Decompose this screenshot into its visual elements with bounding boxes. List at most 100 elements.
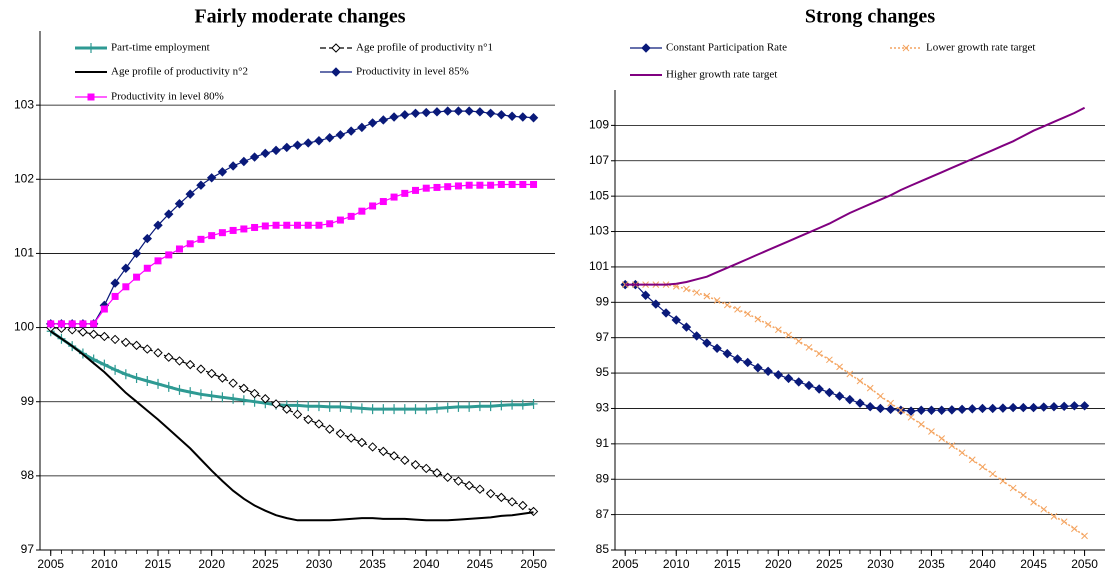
marker <box>897 406 905 414</box>
marker <box>122 283 130 291</box>
marker <box>453 476 464 486</box>
marker <box>314 401 323 412</box>
x-tick-label: 2030 <box>867 557 894 571</box>
marker <box>773 370 784 380</box>
marker <box>412 186 420 194</box>
marker <box>110 278 120 288</box>
marker <box>805 344 813 351</box>
marker <box>335 428 346 439</box>
y-tick-label: 93 <box>596 401 610 415</box>
marker <box>153 348 163 358</box>
marker <box>347 212 355 220</box>
marker <box>390 404 399 415</box>
x-tick-label: 2010 <box>663 557 690 571</box>
y-tick-label: 101 <box>14 246 34 260</box>
marker <box>228 161 238 171</box>
marker <box>249 152 260 162</box>
marker <box>229 226 237 234</box>
marker <box>957 404 967 415</box>
marker <box>142 233 152 244</box>
marker <box>774 326 782 334</box>
marker <box>518 500 528 511</box>
marker <box>1028 402 1039 413</box>
marker <box>785 331 792 339</box>
marker <box>826 356 833 364</box>
marker <box>1008 402 1018 413</box>
marker <box>218 229 226 237</box>
marker <box>314 136 324 146</box>
marker <box>229 393 238 404</box>
marker <box>421 107 431 118</box>
marker <box>67 325 77 335</box>
marker <box>763 366 773 377</box>
marker <box>693 289 701 296</box>
marker <box>379 198 387 206</box>
marker <box>260 148 271 159</box>
marker <box>507 497 517 507</box>
marker <box>902 44 910 52</box>
marker <box>131 340 142 351</box>
marker <box>485 108 496 119</box>
marker <box>723 301 731 309</box>
series-line <box>50 183 534 325</box>
marker <box>732 354 743 364</box>
marker <box>390 193 398 201</box>
marker <box>496 492 507 503</box>
marker <box>400 404 409 415</box>
marker <box>744 310 752 318</box>
marker <box>754 315 762 323</box>
marker <box>369 202 377 210</box>
marker <box>713 297 721 304</box>
marker <box>165 251 173 259</box>
series-line <box>625 283 1086 537</box>
series-line <box>49 330 534 411</box>
y-tick-label: 102 <box>14 171 34 185</box>
marker <box>207 390 216 401</box>
chart: Fairly moderate changes 97 98 99 100 101 102 10… <box>14 6 555 571</box>
legend-label: Age profile of productivity n°2 <box>111 66 248 78</box>
series-line <box>625 284 1085 412</box>
marker <box>485 488 496 499</box>
marker <box>834 391 845 401</box>
marker <box>528 113 539 123</box>
series-line <box>50 110 534 325</box>
marker <box>357 437 367 448</box>
marker <box>131 248 142 259</box>
marker <box>367 118 378 128</box>
marker <box>497 400 506 411</box>
marker <box>691 331 702 341</box>
marker <box>87 43 95 53</box>
marker <box>432 468 442 478</box>
marker <box>294 221 301 229</box>
legend-label: Lower growth rate target <box>926 42 1035 54</box>
marker <box>99 331 110 342</box>
marker <box>702 338 712 348</box>
marker <box>251 223 259 231</box>
marker <box>764 321 772 328</box>
marker <box>518 112 528 122</box>
marker <box>999 477 1007 485</box>
marker <box>240 225 248 233</box>
x-tick-label: 2050 <box>520 557 547 571</box>
marker <box>272 221 280 229</box>
marker <box>1081 532 1088 540</box>
marker <box>989 470 997 478</box>
marker <box>79 320 87 328</box>
marker <box>916 405 926 415</box>
marker <box>164 209 174 219</box>
marker <box>293 400 302 411</box>
marker <box>422 404 431 415</box>
marker <box>250 396 259 407</box>
marker <box>326 220 334 228</box>
marker <box>358 207 366 215</box>
marker <box>928 428 935 435</box>
marker <box>815 350 823 357</box>
marker <box>100 359 109 370</box>
marker <box>260 394 271 404</box>
marker <box>497 180 505 188</box>
marker <box>529 398 538 409</box>
marker <box>454 401 463 412</box>
marker <box>186 240 194 248</box>
